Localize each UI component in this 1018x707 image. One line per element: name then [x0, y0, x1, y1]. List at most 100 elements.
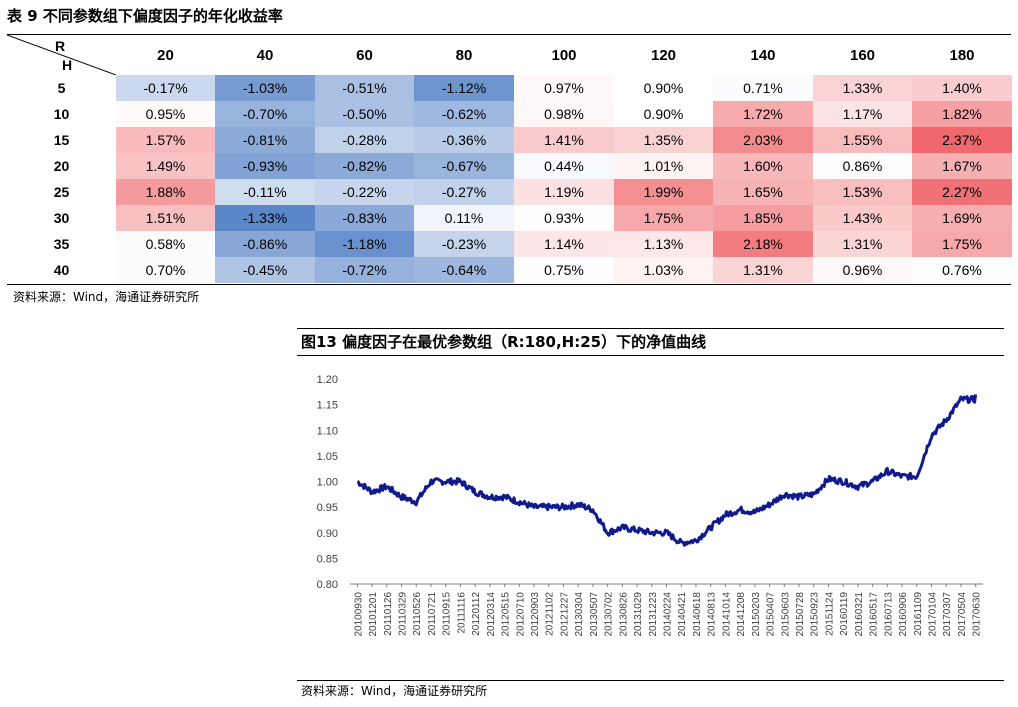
x-tick-label: 20131223	[648, 592, 659, 637]
x-tick-label: 20130826	[618, 592, 629, 637]
x-tick-label: 20161109	[913, 592, 924, 636]
table-row: 40 0.70% -0.45% -0.72% -0.64% 0.75% 1.03% 1.31%…	[7, 257, 1012, 283]
table-cell: 0.93%	[514, 205, 614, 231]
table-cell: -0.50%	[315, 101, 414, 127]
x-tick-label: 20170504	[957, 592, 968, 637]
x-tick-label: 20140421	[677, 592, 688, 637]
x-tick-label: 20120903	[530, 592, 541, 637]
x-tick-label: 20141208	[736, 592, 747, 637]
y-tick-label: 0.90	[317, 528, 338, 540]
x-tick-label: 20130304	[574, 592, 585, 637]
table-cell: 1.69%	[912, 205, 1012, 231]
table-cell: 1.19%	[514, 179, 614, 205]
table-cell: -0.17%	[116, 75, 215, 101]
column-header: 20	[157, 46, 174, 64]
figure-source: 资料来源：Wind，海通证券研究所	[301, 684, 488, 698]
table-cell: 1.14%	[514, 231, 614, 257]
table-cell: 2.18%	[713, 231, 813, 257]
table-top-rule	[7, 34, 1011, 35]
table-cell: 1.35%	[614, 127, 713, 153]
table-title: 表 9 不同参数组下偏度因子的年化收益率	[7, 7, 283, 25]
table-cell: 1.85%	[713, 205, 813, 231]
table-cell: 1.40%	[912, 75, 1012, 101]
table-row: 20 1.49% -0.93% -0.82% -0.67% 0.44% 1.01% 1.60%…	[7, 153, 1012, 179]
table-cell: 0.71%	[713, 75, 813, 101]
x-tick-label: 20150407	[766, 592, 777, 637]
x-tick-label: 20120314	[486, 592, 497, 637]
figure-title: 图13 偏度因子在最优参数组（R:180,H:25）下的净值曲线	[301, 333, 707, 351]
x-tick-label: 20100930	[353, 592, 364, 637]
x-tick-label: 20110915	[442, 592, 453, 636]
x-tick-label: 20140224	[663, 592, 674, 637]
table-cell: 0.75%	[514, 257, 614, 283]
table-cell: 1.99%	[614, 179, 713, 205]
row-label: 25	[53, 184, 70, 200]
table-cell: 0.11%	[414, 205, 514, 231]
table-cell: 1.31%	[713, 257, 813, 283]
table-cell: -0.22%	[315, 179, 414, 205]
y-tick-label: 1.05	[317, 451, 338, 463]
nav-series-line	[356, 394, 978, 547]
x-tick-label: 20160321	[854, 592, 865, 637]
y-tick-label: 0.95	[317, 502, 338, 514]
table-bottom-rule	[7, 284, 1011, 285]
table-cell: 1.88%	[116, 179, 215, 205]
table-cell: 1.13%	[614, 231, 713, 257]
table-row: 15 1.57% -0.81% -0.28% -0.36% 1.41% 1.35% 2.03%…	[7, 127, 1012, 153]
table-cell: -0.28%	[315, 127, 414, 153]
table-cell: -0.86%	[215, 231, 315, 257]
table-cell: -0.51%	[315, 75, 414, 101]
row-label: 10	[53, 106, 70, 122]
table-cell: -0.27%	[414, 179, 514, 205]
x-tick-label: 20160906	[898, 592, 909, 637]
y-tick-label: 1.00	[317, 477, 338, 489]
table-cell: 1.75%	[912, 231, 1012, 257]
table-cell: -0.45%	[215, 257, 315, 283]
table-cell: 1.17%	[813, 101, 912, 127]
table-cell: 1.03%	[614, 257, 713, 283]
x-tick-label: 20150603	[780, 592, 791, 637]
column-header: 60	[356, 46, 373, 64]
x-tick-label: 20121227	[559, 592, 570, 637]
table-cell: 0.95%	[116, 101, 215, 127]
y-tick-label: 1.10	[317, 425, 338, 437]
table-cell: -1.03%	[215, 75, 315, 101]
figure-bottom-rule	[297, 680, 1004, 681]
row-label: 30	[53, 210, 70, 226]
x-tick-label: 20170104	[927, 592, 938, 637]
y-tick-label: 0.85	[317, 553, 338, 565]
column-header: 120	[650, 46, 677, 64]
table-cell: -0.72%	[315, 257, 414, 283]
table-cell: -0.83%	[315, 205, 414, 231]
corner-h-label: H	[62, 57, 73, 73]
table-row: 5 -0.17% -1.03% -0.51% -1.12% 0.97% 0.90% 0.71%…	[7, 75, 1012, 101]
table-cell: 1.31%	[813, 231, 912, 257]
column-header: 40	[256, 46, 274, 64]
table-cell: 0.90%	[614, 101, 713, 127]
x-tick-label: 20130507	[589, 592, 600, 637]
table-row: 30 1.51% -1.33% -0.83% 0.11% 0.93% 1.75% 1.85% 1…	[7, 205, 1012, 231]
x-tick-label: 20120710	[515, 592, 526, 637]
returns-table: R H 20 40 60 80 100 120 140 160 180 5 -0.17% -1.03…	[7, 35, 1012, 283]
table-cell: 1.01%	[614, 153, 713, 179]
x-tick-label: 20150923	[810, 592, 821, 637]
table-cell: 0.90%	[614, 75, 713, 101]
column-header: 100	[551, 46, 577, 64]
table-cell: 2.37%	[912, 127, 1012, 153]
table-cell: 1.49%	[116, 153, 215, 179]
x-tick-label: 20150203	[751, 592, 762, 637]
x-tick-label: 20170307	[942, 592, 953, 637]
x-tick-label: 20131029	[633, 592, 644, 637]
y-tick-label: 1.20	[317, 374, 338, 386]
table-cell: 2.03%	[713, 127, 813, 153]
table-cell: -1.18%	[315, 231, 414, 257]
x-tick-label: 20120112	[471, 592, 482, 636]
table-cell: 0.96%	[813, 257, 912, 283]
row-label: 20	[53, 158, 70, 174]
table-cell: -1.33%	[215, 205, 315, 231]
table-cell: 1.43%	[813, 205, 912, 231]
table-cell: 0.76%	[912, 257, 1012, 283]
table-cell: -1.12%	[414, 75, 514, 101]
table-cell: -0.64%	[414, 257, 514, 283]
x-tick-label: 20111116	[456, 592, 467, 634]
